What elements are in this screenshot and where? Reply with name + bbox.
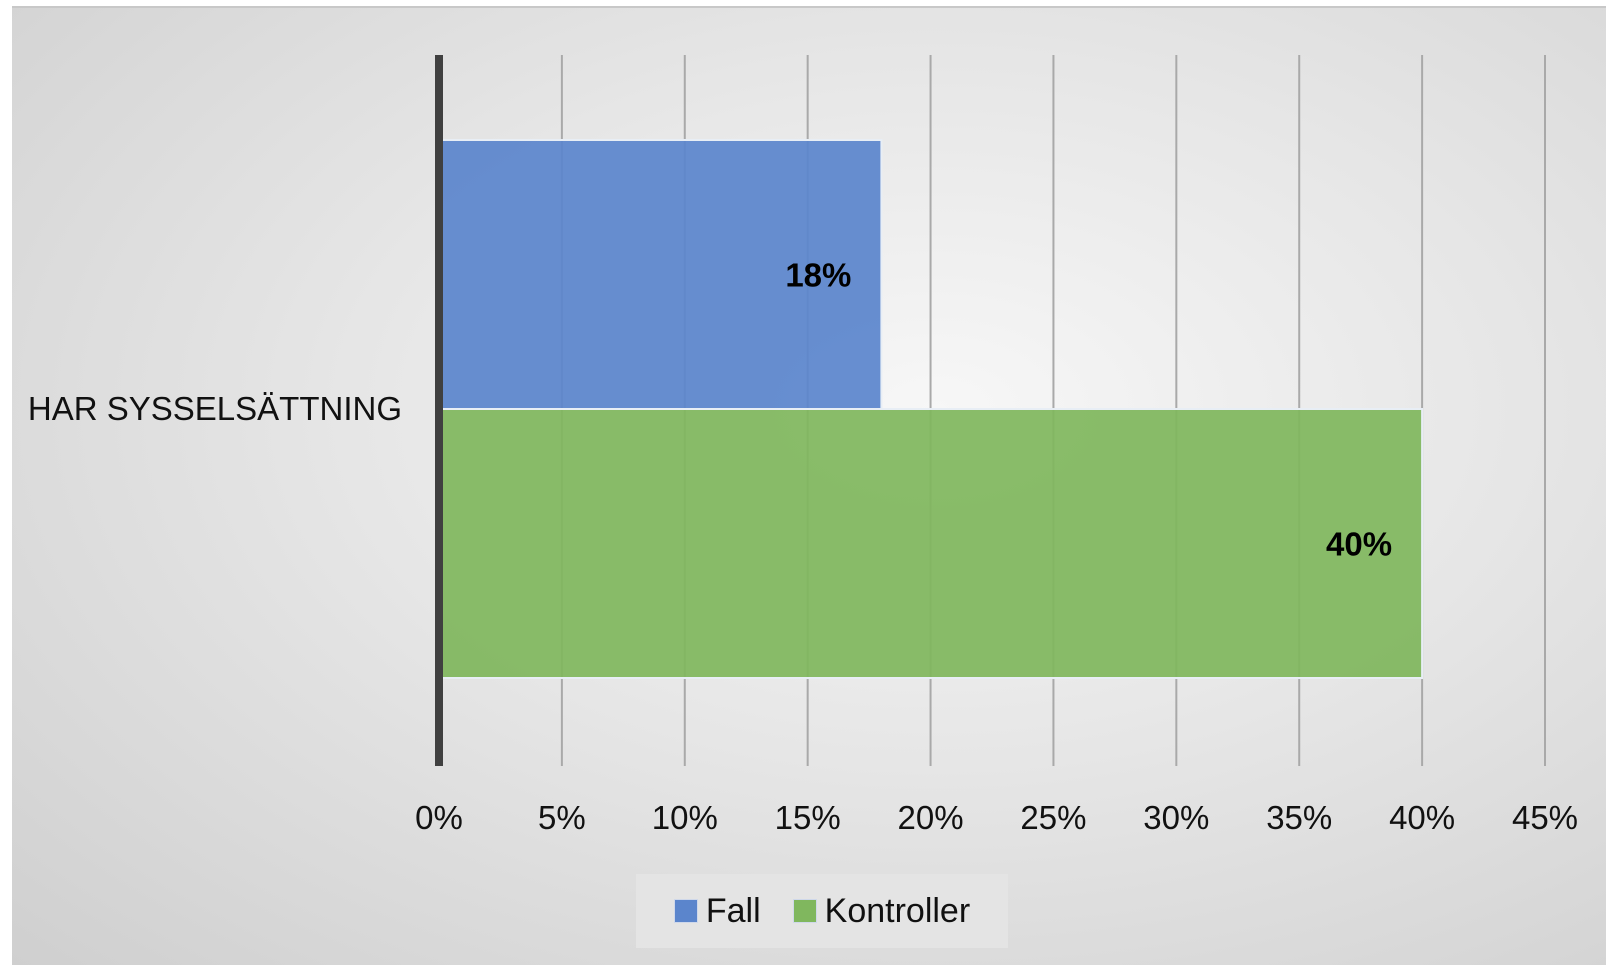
legend-item-kontroller: Kontroller bbox=[792, 891, 971, 931]
category-label: HAR SYSSELSÄTTNING bbox=[28, 390, 402, 427]
tick-label: 30% bbox=[1143, 799, 1209, 836]
legend-item-fall: Fall bbox=[673, 891, 761, 931]
legend-swatch-kontroller bbox=[792, 899, 817, 923]
bar bbox=[438, 408, 1424, 679]
legend-swatch-fall bbox=[673, 899, 698, 923]
tick-label: 5% bbox=[538, 799, 586, 836]
tick-label: 20% bbox=[898, 799, 964, 836]
data-label: 18% bbox=[785, 257, 851, 294]
legend: Fall Kontroller bbox=[636, 874, 1008, 948]
bar bbox=[438, 139, 883, 410]
tick-label: 35% bbox=[1266, 799, 1332, 836]
tick-label: 40% bbox=[1389, 799, 1455, 836]
legend-label-kontroller: Kontroller bbox=[824, 891, 971, 930]
data-label: 40% bbox=[1326, 526, 1392, 563]
tick-label: 45% bbox=[1512, 799, 1578, 836]
legend-label-fall: Fall bbox=[705, 891, 761, 930]
tick-label: 25% bbox=[1020, 799, 1086, 836]
tick-label: 15% bbox=[775, 799, 841, 836]
tick-label: 0% bbox=[415, 799, 463, 836]
tick-label: 10% bbox=[652, 799, 718, 836]
